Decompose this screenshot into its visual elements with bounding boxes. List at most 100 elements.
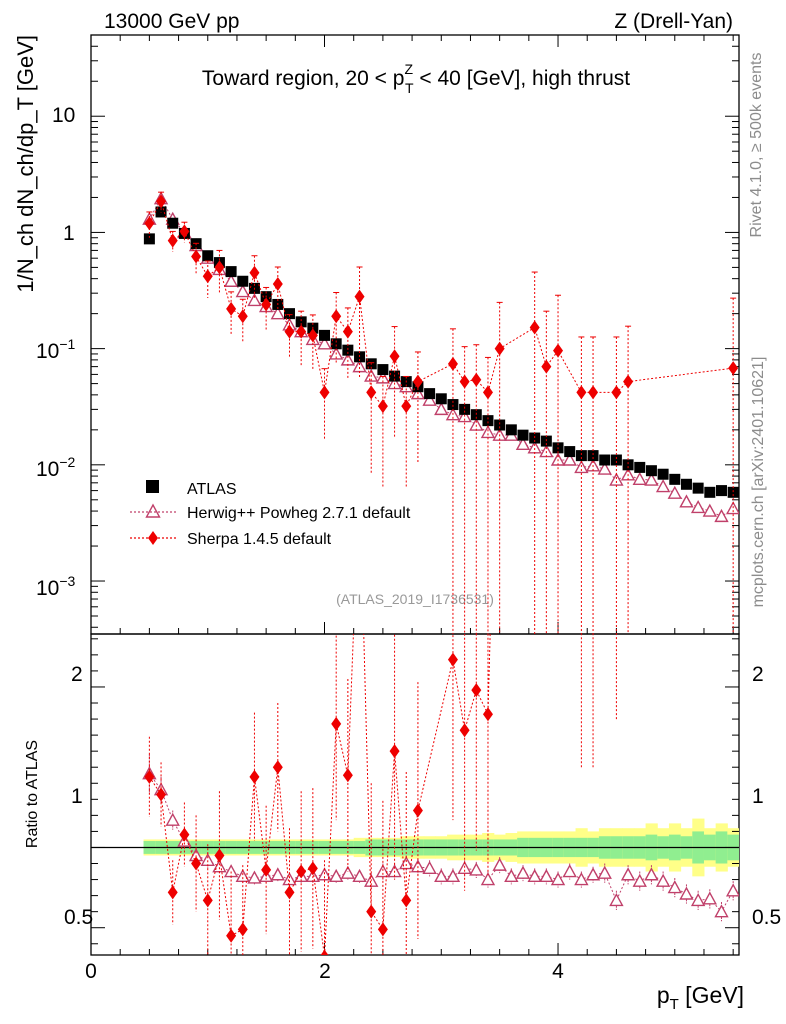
atlas-main-point	[283, 308, 295, 320]
sherpa-ratio-point	[249, 769, 260, 784]
mcplots-label: mcplots.cern.ch [arXiv:2401.10621]	[750, 357, 767, 608]
herwig-ratio-point	[550, 872, 566, 886]
sherpa-main-point	[307, 328, 318, 343]
atlas-main-point	[610, 454, 622, 466]
legend: ATLAS Herwig++ Powheg 2.7.1 default Sher…	[130, 480, 411, 548]
herwig-ratio-point	[270, 867, 285, 881]
sherpa-main-point	[529, 320, 540, 335]
sherpa-main-line	[148, 200, 734, 408]
sherpa-main-point	[191, 249, 202, 264]
atlas-main-point	[447, 399, 459, 411]
sherpa-ratio-point	[156, 787, 167, 802]
atlas-main-point	[143, 233, 155, 245]
sherpa-main-point	[623, 374, 634, 389]
herwig-ratio-point	[492, 857, 507, 871]
y-axis-label-ratio: Ratio to ATLAS	[24, 740, 41, 848]
atlas-main-point	[155, 206, 167, 218]
atlas-main-point	[564, 446, 576, 458]
atlas-main-point	[599, 454, 611, 466]
sherpa-main-point	[494, 341, 505, 356]
herwig-ratio-point	[515, 865, 531, 879]
y-tick-label-1e-2: 10−2	[36, 454, 76, 481]
atlas-main-point	[669, 473, 681, 485]
sherpa-ratio-point	[320, 949, 329, 955]
herwig-main-point	[480, 424, 496, 439]
x-tick-label-4: 4	[552, 960, 564, 983]
atlas-main-point	[692, 482, 704, 494]
sherpa-ratio-point	[541, 295, 551, 309]
sherpa-ratio-point	[191, 856, 202, 871]
atlas-main-point	[727, 486, 739, 498]
herwig-ratio-point	[609, 892, 624, 907]
herwig-main-point	[422, 392, 437, 406]
atlas-main-point	[342, 344, 354, 356]
sherpa-ratio-point	[179, 827, 190, 842]
ratio-tick-label-0.5: 0.5	[64, 906, 93, 929]
atlas-main-point	[517, 429, 529, 441]
herwig-ratio-point	[597, 865, 612, 879]
herwig-main-point	[655, 479, 671, 493]
sherpa-ratio-point	[214, 848, 225, 863]
sherpa-main-point	[553, 343, 564, 358]
y-tick-label-1e-1: 10−1	[36, 336, 76, 363]
atlas-main-point	[459, 403, 471, 415]
ratio-tick-label-1: 1	[71, 785, 83, 808]
herwig-ratio-point	[632, 873, 647, 887]
herwig-ratio-point	[375, 864, 391, 878]
herwig-main-point	[270, 306, 285, 320]
herwig-main-point	[597, 461, 612, 475]
atlas-main-point	[505, 424, 517, 436]
atlas-main-point	[482, 415, 494, 427]
herwig-ratio-point	[200, 852, 215, 867]
herwig-ratio-point	[434, 868, 449, 883]
axis-ticks	[90, 34, 739, 955]
sherpa-ratio-point	[307, 861, 318, 876]
atlas-main-point	[202, 250, 214, 262]
herwig-ratio-point	[527, 868, 542, 883]
herwig-ratio-point	[504, 868, 519, 883]
herwig-main-point	[644, 472, 659, 486]
atlas-main-point	[330, 338, 342, 350]
atlas-main-point	[575, 450, 587, 462]
sherpa-main-point	[412, 374, 423, 389]
atlas-main-point	[622, 459, 634, 471]
sherpa-ratio-point	[495, 279, 505, 293]
herwig-main-point	[562, 452, 577, 466]
legend-herwig-marker	[145, 503, 161, 518]
sherpa-ratio-point	[237, 922, 248, 937]
herwig-main-point	[223, 273, 239, 287]
herwig-ratio-point	[620, 867, 636, 881]
herwig-ratio-point	[690, 892, 706, 907]
atlas-main-point	[494, 419, 506, 431]
sherpa-main-point	[179, 224, 190, 239]
atlas-main-point	[587, 450, 599, 462]
herwig-ratio-point	[340, 865, 356, 879]
sherpa-main-point	[226, 301, 237, 316]
sherpa-main-point	[331, 309, 342, 324]
herwig-ratio-point	[644, 867, 659, 881]
sherpa-main-point	[342, 324, 353, 339]
herwig-main-point	[714, 508, 729, 523]
herwig-ratio-point	[480, 872, 496, 886]
herwig-ratio-point	[422, 860, 437, 875]
plot-title: Toward region, 20 < pZ T < 40 [GeV], high…	[202, 61, 630, 96]
sherpa-main-point	[482, 385, 493, 400]
ratio-panel-data	[142, 279, 739, 955]
sherpa-main-point	[377, 399, 388, 414]
herwig-ratio-point	[165, 812, 180, 826]
atlas-main-point	[435, 393, 447, 405]
herwig-ratio-point	[329, 868, 344, 883]
sherpa-ratio-point	[377, 922, 388, 937]
y-axis-label-main: 1/N_ch dN_ch/dp_T [GeV]	[13, 35, 38, 293]
herwig-ratio-point	[679, 886, 694, 900]
legend-atlas-label: ATLAS	[187, 481, 237, 498]
sherpa-main-point	[156, 194, 167, 209]
sherpa-ratio-point	[447, 652, 458, 667]
y-tick-label-10: 10	[52, 104, 75, 127]
herwig-main-point	[515, 436, 531, 451]
herwig-ratio-point	[469, 862, 484, 876]
herwig-ratio-point	[655, 873, 671, 887]
sherpa-main-point	[319, 385, 330, 400]
herwig-ratio-point	[282, 872, 297, 886]
sherpa-main-point	[167, 233, 178, 248]
